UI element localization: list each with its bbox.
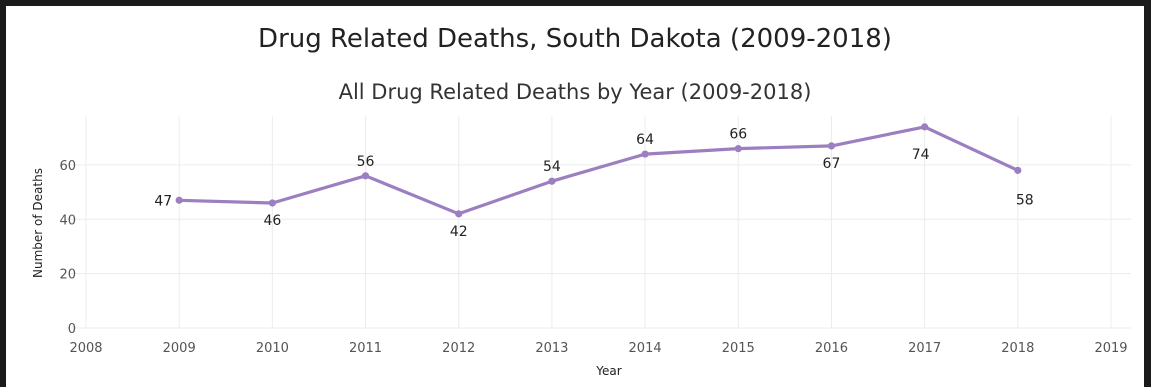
data-label: 74 — [912, 147, 930, 163]
x-tick-label: 2015 — [722, 341, 755, 356]
data-point — [1014, 166, 1022, 174]
tick-labels: 2008 2009 2010 2011 2012 2013 2014 2015 2016 2017… — [59, 159, 1127, 356]
x-tick-label: 2009 — [163, 341, 196, 356]
data-point — [641, 150, 649, 158]
x-tick-label: 2013 — [535, 341, 568, 356]
x-tick-label: 2019 — [1094, 341, 1127, 356]
data-point — [455, 210, 463, 218]
data-point — [734, 145, 742, 153]
y-tick-label: 40 — [59, 213, 76, 228]
x-tick-label: 2014 — [629, 341, 662, 356]
grid — [66, 116, 1131, 329]
x-axis-label: Year — [595, 364, 621, 378]
x-tick-label: 2010 — [256, 341, 289, 356]
data-label: 47 — [154, 193, 172, 209]
line-chart: 2008 2009 2010 2011 2012 2013 2014 2015 2016 2017… — [31, 116, 1131, 378]
data-labels: 47 46 56 42 54 64 66 67 74 58 — [154, 127, 1033, 240]
y-tick-label: 0 — [68, 322, 76, 337]
data-label: 54 — [543, 159, 561, 175]
chart-frame: Drug Related Deaths, South Dakota (2009-… — [6, 6, 1144, 387]
data-point — [268, 199, 276, 207]
data-label: 66 — [729, 127, 747, 143]
data-point — [361, 172, 370, 180]
data-label: 56 — [357, 154, 375, 170]
chart-title: Drug Related Deaths, South Dakota (2009-… — [258, 24, 892, 54]
data-point — [548, 177, 556, 185]
x-tick-label: 2016 — [815, 341, 848, 356]
y-tick-label: 20 — [59, 268, 76, 283]
data-label: 42 — [450, 224, 468, 240]
x-tick-label: 2018 — [1001, 341, 1034, 356]
x-tick-label: 2011 — [349, 341, 382, 356]
data-label: 67 — [823, 156, 841, 172]
data-point — [827, 142, 836, 150]
y-axis-label: Number of Deaths — [31, 168, 45, 278]
x-tick-label: 2017 — [908, 341, 941, 356]
x-tick-label: 2012 — [442, 341, 475, 356]
series-line — [179, 125, 1019, 216]
y-tick-label: 60 — [59, 159, 76, 174]
data-point — [175, 196, 183, 204]
data-point — [921, 123, 929, 131]
chart-subtitle: All Drug Related Deaths by Year (2009-20… — [338, 80, 812, 104]
data-label: 58 — [1016, 192, 1034, 208]
data-label: 46 — [263, 213, 281, 229]
data-points — [175, 123, 1022, 218]
data-label: 64 — [636, 132, 654, 148]
x-tick-label: 2008 — [69, 341, 102, 356]
